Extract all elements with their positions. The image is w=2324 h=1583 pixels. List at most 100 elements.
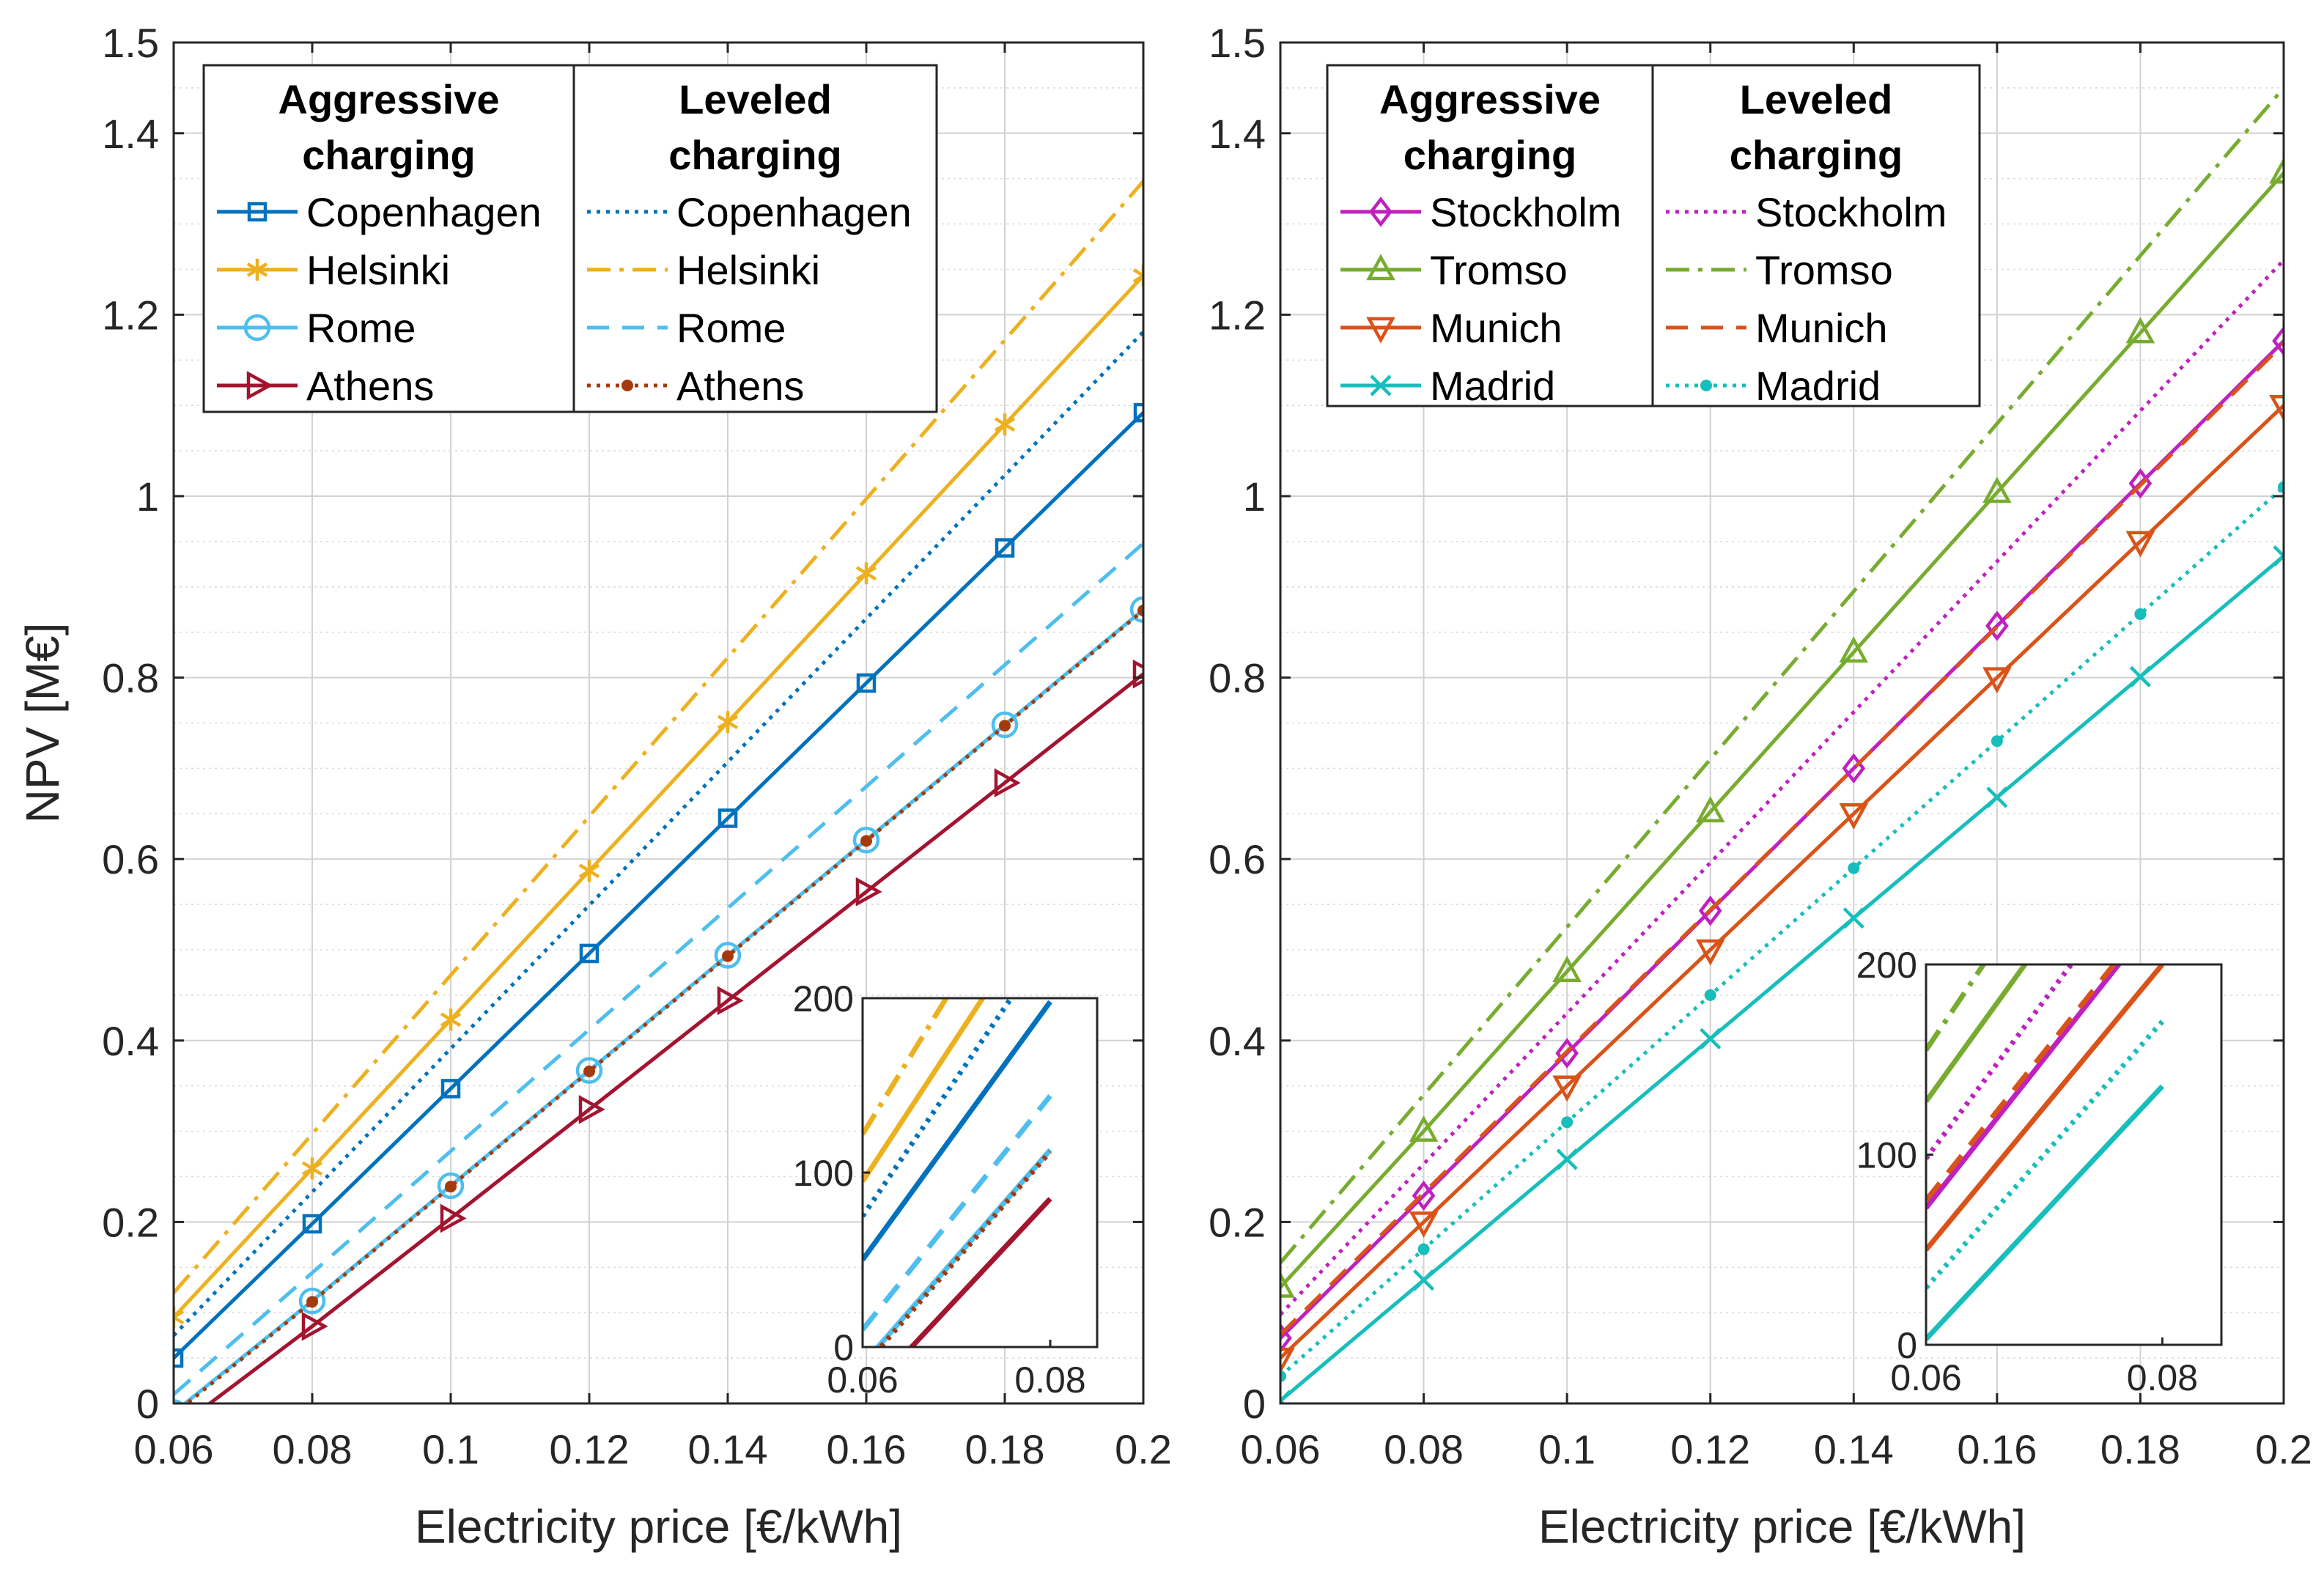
data-point <box>1280 1323 1292 1354</box>
y-tick-label: 0.6 <box>1209 836 1266 882</box>
data-point <box>301 1311 328 1341</box>
legend-label: Munich <box>1430 305 1563 351</box>
data-point <box>1409 1115 1439 1142</box>
inset-x-tick-label: 0.06 <box>827 1359 898 1401</box>
legend-entry-stockholm: Stockholm <box>1666 189 1947 235</box>
y-tick-label: 1 <box>136 473 159 520</box>
data-point <box>991 711 1019 739</box>
legend-label: Rome <box>306 305 416 351</box>
data-point <box>1985 610 2009 641</box>
data-point <box>714 942 742 969</box>
y-tick-label: 0.8 <box>1209 655 1266 701</box>
inset-series-madrid <box>1926 1019 2165 1290</box>
legend-entry-munich: Munich <box>1340 305 1563 351</box>
series-line <box>207 672 1143 1403</box>
legend-entry-copenhagen: Copenhagen <box>217 189 542 235</box>
data-point <box>855 562 877 585</box>
legend-marker <box>246 371 273 400</box>
ticks: 0.06 0.08 0.1 0.12 0.14 0.16 0.18 0.2 0 0.2 0.4 0.6… <box>102 20 1172 1472</box>
data-point <box>298 1287 326 1315</box>
y-tick-label: 0.4 <box>102 1018 159 1064</box>
series-line <box>174 274 1143 1319</box>
legend-entry-rome: Rome <box>587 305 786 351</box>
data-point <box>437 1172 465 1200</box>
legend-marker <box>246 259 268 281</box>
data-point <box>1695 796 1725 823</box>
legend-marker <box>1370 374 1392 396</box>
x-tick-label: 0.16 <box>1957 1426 2037 1472</box>
data-point <box>1848 862 1860 874</box>
data-point <box>1280 1271 1295 1298</box>
y-tick-label: 1 <box>1243 473 1266 520</box>
y-tick-label: 0.2 <box>1209 1199 1266 1245</box>
data-point <box>1986 786 2008 808</box>
x-tick-label: 0.16 <box>827 1426 907 1472</box>
series-line <box>174 542 1143 1396</box>
data-point <box>1129 596 1143 623</box>
inset: 0 100 200 0.06 0.08 <box>793 978 1099 1401</box>
data-point <box>1132 659 1143 689</box>
legend-marker <box>621 380 633 391</box>
data-point <box>2125 317 2155 344</box>
x-tick-label: 0.1 <box>422 1426 479 1472</box>
series-tromso-aggressive <box>1280 157 2284 1298</box>
legend-header: Leveled <box>679 76 832 122</box>
data-point <box>2134 608 2147 620</box>
legend-box <box>202 64 938 413</box>
data-point <box>856 673 877 693</box>
data-point <box>1698 896 1722 926</box>
data-point <box>578 860 600 882</box>
y-tick-label: 0 <box>136 1381 159 1427</box>
data-point <box>722 950 734 962</box>
legend: Aggressive charging Copenhagen Helsinki Rome… <box>202 64 938 413</box>
legend-label: Helsinki <box>306 247 450 293</box>
inset-series-copenhagen <box>863 1000 1052 1262</box>
series-athens-aggressive <box>207 659 1143 1403</box>
data-point <box>2125 531 2155 558</box>
inset-series-helsinki <box>863 998 986 1183</box>
inset-series-helsinki <box>863 998 950 1136</box>
data-point <box>1132 265 1143 287</box>
legend-entry-helsinki: Helsinki <box>217 247 450 293</box>
data-point <box>995 538 1015 558</box>
legend-entry-madrid: Madrid <box>1666 363 1881 409</box>
series-copenhagen-leveled <box>174 331 1143 1337</box>
series-line <box>174 180 1143 1294</box>
data-point <box>2269 157 2284 184</box>
inset-series <box>863 998 1052 1347</box>
legend-marker <box>1369 196 1392 227</box>
inset-y-tick-label: 0 <box>833 1327 854 1368</box>
legend-label: Athens <box>676 363 804 409</box>
series-line <box>1280 404 2284 1359</box>
series-line <box>1280 259 2284 1316</box>
legend-entry-tromso: Tromso <box>1666 247 1893 293</box>
legend-label: Tromso <box>1430 247 1568 293</box>
legend-label: Copenhagen <box>676 189 912 235</box>
data-point <box>583 1065 595 1077</box>
x-axis-label: Electricity price [€/kWh] <box>1538 1500 2026 1553</box>
data-point <box>994 768 1021 798</box>
ticks: 0.06 0.08 0.1 0.12 0.14 0.16 0.18 0.2 0 0.2 0.4 0.6… <box>1209 20 2312 1472</box>
data-point <box>174 1306 185 1329</box>
series-rome-leveled <box>174 542 1143 1396</box>
legend-entry-stockholm: Stockholm <box>1340 189 1621 235</box>
data-point <box>1417 1243 1430 1255</box>
inset-series-munich <box>1926 964 2117 1202</box>
axes-box <box>1279 41 2285 1405</box>
data-point <box>1704 989 1716 1001</box>
x-tick-label: 0.2 <box>1115 1426 1172 1472</box>
series-munich-leveled <box>1280 342 2284 1336</box>
legend-header: Aggressive <box>1379 76 1601 122</box>
data-point <box>445 1181 457 1193</box>
y-tick-label: 1.5 <box>102 20 159 66</box>
data-point <box>2278 481 2284 493</box>
series-line <box>1280 171 2284 1289</box>
inset-x-tick-label: 0.08 <box>2127 1357 2198 1398</box>
inset-series-stockholm <box>1926 964 2122 1210</box>
legend-label: Copenhagen <box>306 189 542 235</box>
y-tick-label: 1.2 <box>1209 292 1266 338</box>
data-point <box>1695 939 1725 966</box>
y-tick-label: 0.2 <box>102 1199 159 1245</box>
y-tick-label: 0.6 <box>102 836 159 882</box>
